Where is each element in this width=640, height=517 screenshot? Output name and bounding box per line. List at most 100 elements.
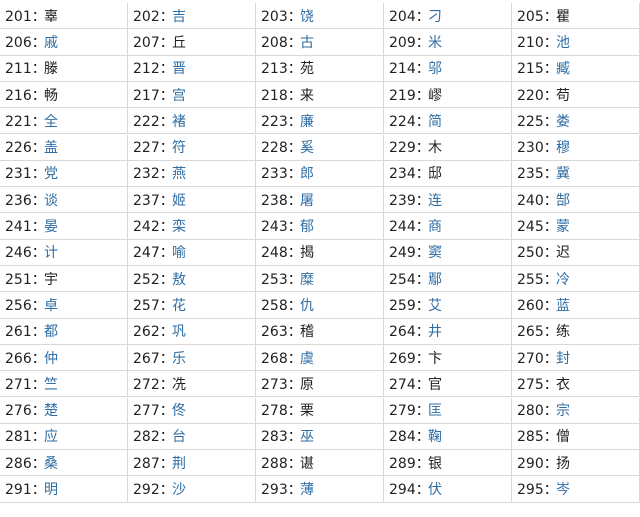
surname-link[interactable]: 郎 [300, 166, 314, 183]
table-cell: 231：党 [0, 160, 128, 188]
surname-link[interactable]: 沙 [172, 482, 186, 499]
surname-link[interactable]: 计 [44, 245, 58, 262]
surname-link[interactable]: 郁 [300, 219, 314, 236]
surname-link[interactable]: 刁 [428, 8, 442, 25]
table-cell: 220：苟 [512, 81, 640, 109]
surname-link[interactable]: 臧 [556, 61, 570, 78]
cell-number: 229： [389, 140, 430, 157]
surname-link[interactable]: 乐 [172, 350, 186, 367]
cell-number: 233： [261, 166, 302, 183]
table-cell: 246：计 [0, 239, 128, 266]
surname-link[interactable]: 简 [428, 113, 442, 130]
cell-number: 292： [133, 482, 174, 499]
surname-link[interactable]: 井 [428, 324, 442, 341]
table-cell: 258：仇 [256, 292, 384, 319]
cell-number: 280： [517, 403, 558, 420]
surname-link[interactable]: 鄢 [428, 271, 442, 288]
surname-link[interactable]: 娄 [556, 113, 570, 130]
surname-link[interactable]: 佟 [172, 403, 186, 420]
cell-number: 236： [5, 192, 46, 209]
cell-number: 271： [5, 376, 46, 393]
surname-link[interactable]: 冷 [556, 271, 570, 288]
surname-link[interactable]: 商 [428, 219, 442, 236]
surname-link[interactable]: 蓝 [556, 297, 570, 314]
surname-link[interactable]: 巫 [300, 429, 314, 446]
surname-link[interactable]: 竺 [44, 376, 58, 393]
table-cell: 210：池 [512, 29, 640, 56]
surname-link[interactable]: 古 [300, 34, 314, 51]
cell-number: 237： [133, 192, 174, 209]
table-cell: 289：银 [384, 450, 512, 477]
surname-link[interactable]: 邬 [428, 61, 442, 78]
surname-link[interactable]: 仲 [44, 350, 58, 367]
table-cell: 235：冀 [512, 160, 640, 188]
surname-link[interactable]: 奚 [300, 140, 314, 157]
table-cell: 223：廉 [256, 108, 384, 135]
surname-link[interactable]: 连 [428, 192, 442, 209]
surname-link[interactable]: 敖 [172, 271, 186, 288]
surname-link[interactable]: 岑 [556, 482, 570, 499]
surname-link[interactable]: 明 [44, 482, 58, 499]
table-cell: 254：鄢 [384, 266, 512, 293]
surname-link[interactable]: 艾 [428, 297, 442, 314]
table-cell: 225：娄 [512, 108, 640, 135]
surname-link[interactable]: 楚 [44, 403, 58, 420]
surname-link[interactable]: 卓 [44, 297, 58, 314]
surname-link[interactable]: 封 [556, 350, 570, 367]
cell-number: 220： [517, 87, 558, 104]
surname-link[interactable]: 宫 [172, 87, 186, 104]
surname-link[interactable]: 米 [428, 34, 442, 51]
table-cell: 295：岑 [512, 476, 640, 503]
table-cell: 292：沙 [128, 476, 256, 503]
surname-link[interactable]: 薄 [300, 482, 314, 499]
surname-link[interactable]: 郜 [556, 192, 570, 209]
surname-link[interactable]: 冀 [556, 166, 570, 183]
cell-number: 265： [517, 324, 558, 341]
surname-link[interactable]: 全 [44, 113, 58, 130]
surname-link[interactable]: 廉 [300, 113, 314, 130]
surname-link[interactable]: 喻 [172, 245, 186, 262]
table-cell: 259：艾 [384, 292, 512, 319]
surname-link[interactable]: 饶 [300, 8, 314, 25]
surname-link[interactable]: 晏 [44, 219, 58, 236]
surname-link[interactable]: 鞠 [428, 429, 442, 446]
surname-link[interactable]: 都 [44, 324, 58, 341]
surname-link[interactable]: 褚 [172, 113, 186, 130]
surname-link[interactable]: 晋 [172, 61, 186, 78]
surname-link[interactable]: 吉 [172, 8, 186, 25]
surname-link[interactable]: 燕 [172, 166, 186, 183]
surname-link[interactable]: 谈 [44, 192, 58, 209]
table-cell: 245：蒙 [512, 213, 640, 240]
surname-link[interactable]: 宗 [556, 403, 570, 420]
surname-link[interactable]: 应 [44, 429, 58, 446]
surname-link[interactable]: 花 [172, 297, 186, 314]
cell-number: 211： [5, 61, 46, 78]
cell-number: 252： [133, 271, 174, 288]
surname-link[interactable]: 虞 [300, 350, 314, 367]
surname-link[interactable]: 姬 [172, 192, 186, 209]
surname-link[interactable]: 盖 [44, 140, 58, 157]
surname-link[interactable]: 伏 [428, 482, 442, 499]
surname-link[interactable]: 蒙 [556, 219, 570, 236]
table-cell: 266：仲 [0, 344, 128, 372]
surname-link[interactable]: 党 [44, 166, 58, 183]
surname-link[interactable]: 戚 [44, 34, 58, 51]
surname-link[interactable]: 栾 [172, 219, 186, 236]
surname-link[interactable]: 池 [556, 34, 570, 51]
surname-link[interactable]: 窦 [428, 245, 442, 262]
surname-link[interactable]: 仇 [300, 297, 314, 314]
table-cell: 293：薄 [256, 476, 384, 503]
surname-link[interactable]: 糜 [300, 271, 314, 288]
surname-link[interactable]: 匡 [428, 403, 442, 420]
table-cell: 282：台 [128, 423, 256, 451]
surname-link[interactable]: 桑 [44, 455, 58, 472]
surname-link[interactable]: 荆 [172, 455, 186, 472]
surname-link[interactable]: 台 [172, 429, 186, 446]
surname-link[interactable]: 屠 [300, 192, 314, 209]
surname-link[interactable]: 穆 [556, 140, 570, 157]
table-cell: 288：谌 [256, 450, 384, 477]
surname: 滕 [44, 61, 58, 78]
surname-link[interactable]: 符 [172, 140, 186, 157]
cell-number: 246： [5, 245, 46, 262]
surname-link[interactable]: 巩 [172, 324, 186, 341]
